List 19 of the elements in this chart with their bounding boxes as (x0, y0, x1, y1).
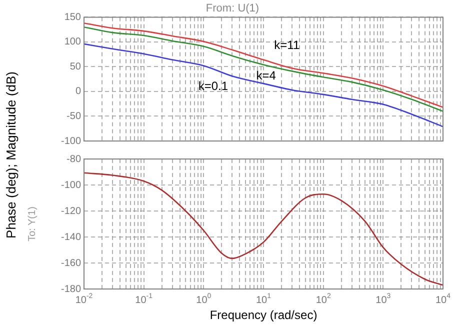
y-tick-label: -120 (60, 206, 82, 217)
x-axis-title: Frequency (rad/sec) (210, 308, 318, 322)
y-tick-label: 100 (64, 36, 82, 48)
y-tick-label: 150 (64, 12, 82, 23)
annotation: k=0.1 (198, 78, 228, 93)
y-axis-title: Phase (deg); Magnitude (dB) (4, 72, 18, 238)
y-tick-label: -100 (60, 136, 82, 147)
y-tick-label: -160 (60, 258, 82, 269)
y-tick-label: -80 (66, 154, 82, 165)
y-tick-label: -100 (60, 180, 82, 191)
y-tick-label: -50 (66, 110, 82, 122)
y-tick-label: -140 (60, 232, 82, 243)
annotation: k=4 (256, 68, 276, 83)
y-axis-title: To: Y(1) (26, 206, 38, 242)
chart-title: From: U(1) (206, 2, 260, 15)
y-tick-label: 0 (75, 86, 82, 98)
y-tick-label: 50 (70, 61, 82, 72)
annotation: k=11 (274, 38, 300, 52)
y-tick-label: -180 (60, 284, 82, 295)
